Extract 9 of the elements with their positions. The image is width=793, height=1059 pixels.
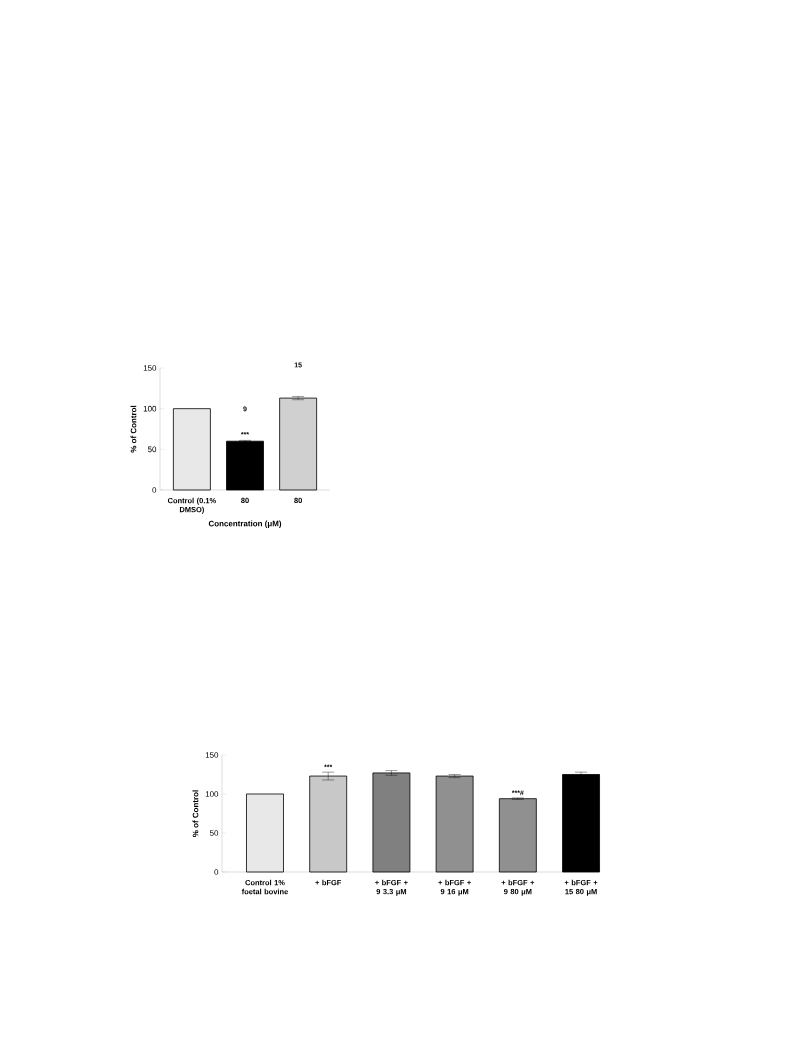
bar (498, 798, 537, 873)
bar (246, 793, 284, 873)
bar (226, 440, 264, 491)
bar (279, 397, 318, 491)
bar (435, 775, 474, 873)
bar (372, 772, 411, 873)
bar (172, 408, 211, 491)
bar (562, 774, 600, 873)
bar (309, 775, 348, 873)
